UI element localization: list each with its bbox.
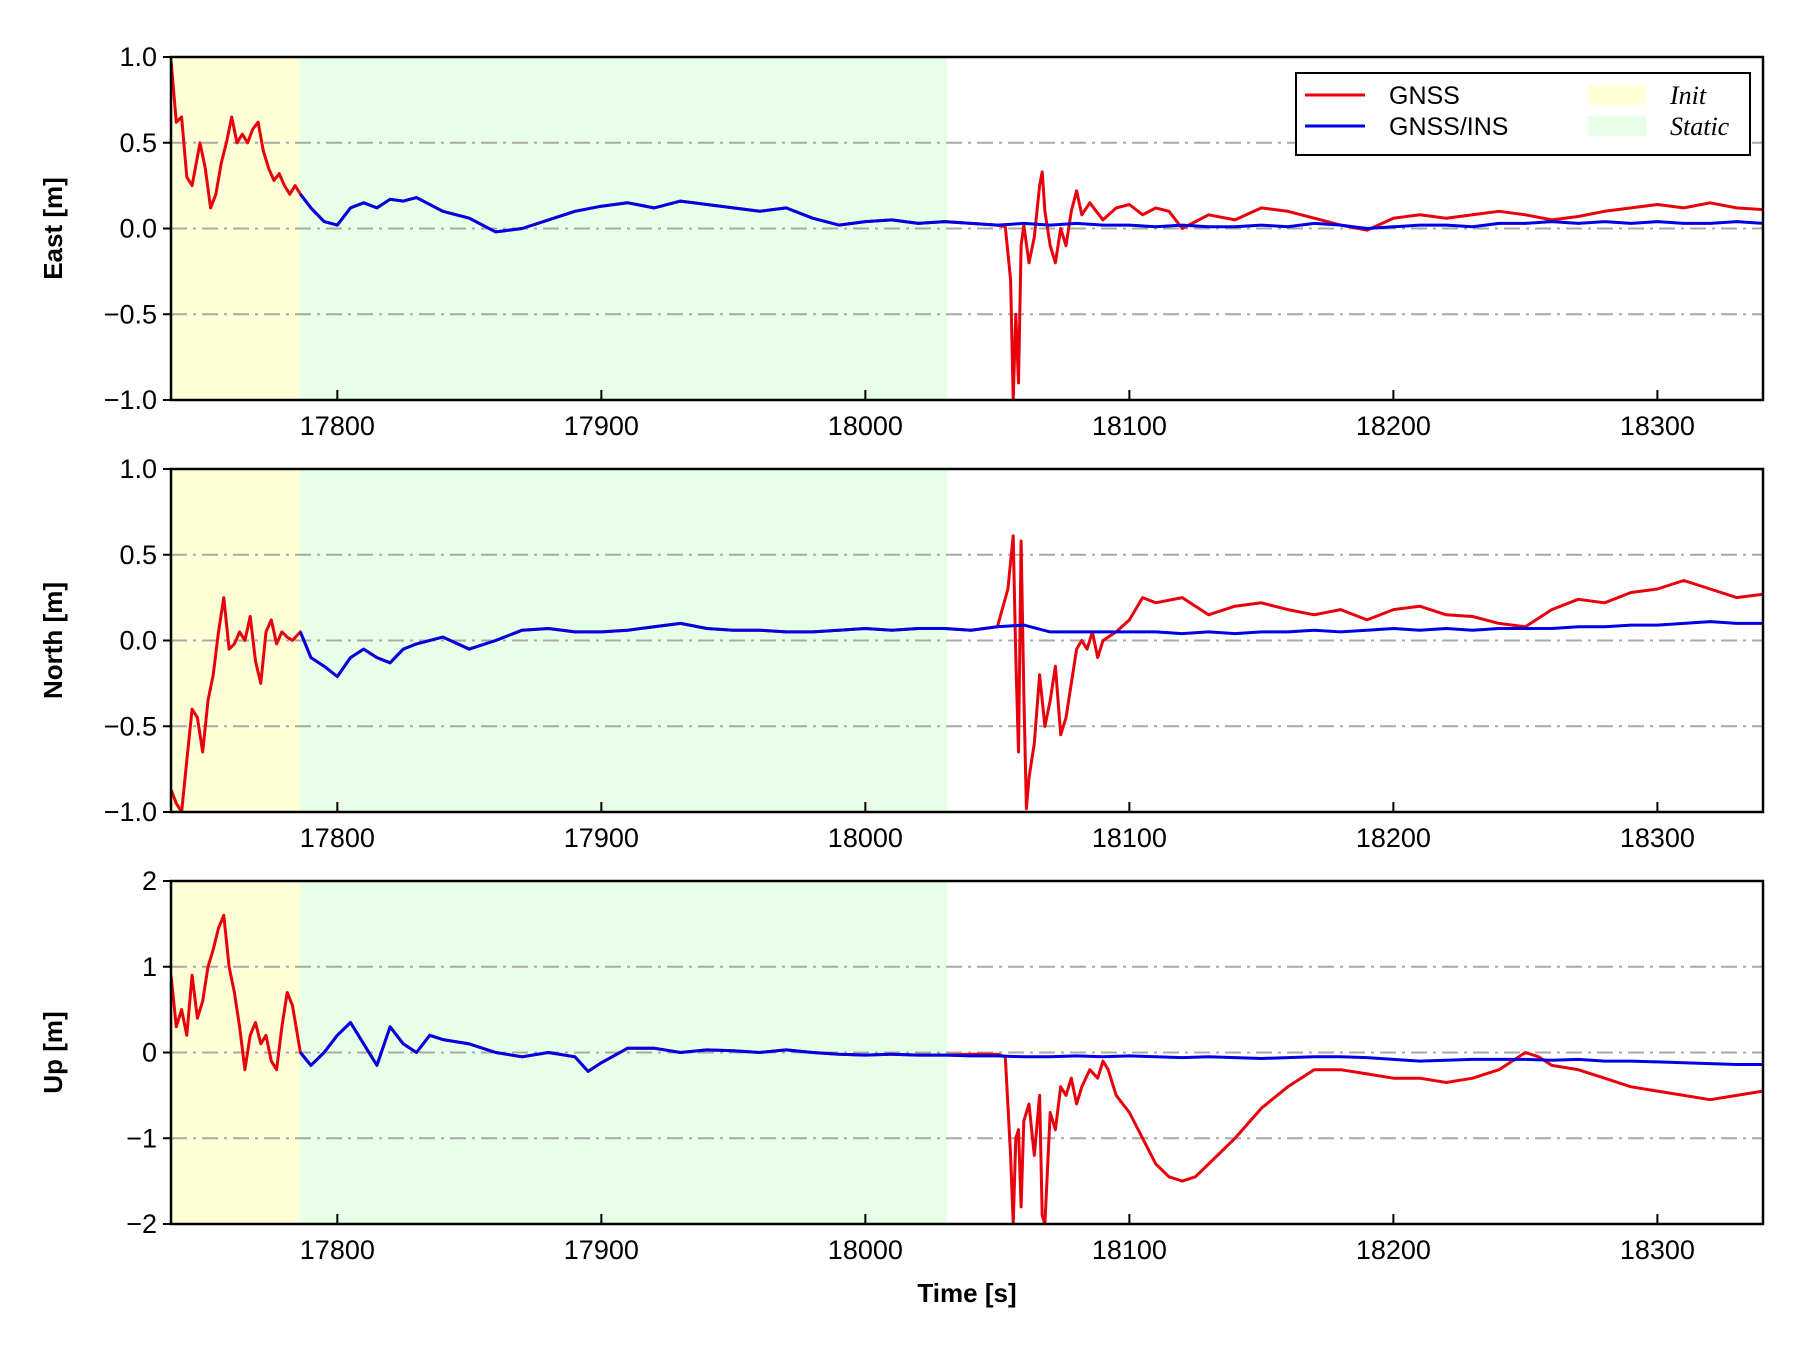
y-tick-label: 0: [142, 1038, 157, 1068]
y-tick-label: 1.0: [119, 42, 157, 72]
legend-label: Init: [1669, 81, 1707, 110]
y-tick-label: −1: [126, 1123, 157, 1153]
y-axis-label: North [m]: [38, 582, 68, 699]
series-line-gnss-ins: [299, 620, 1763, 678]
x-tick-label: 17800: [300, 823, 375, 853]
panel-1: 17800 17900 18000 18100 18200 18300 −1.0 −0.5 0.…: [38, 42, 1765, 441]
x-tick-label: 18100: [1092, 823, 1167, 853]
y-tick-label: 0.5: [119, 540, 157, 570]
x-tick-label: 18300: [1620, 823, 1695, 853]
shaded-region-static: [300, 881, 948, 1224]
legend-box: [1295, 72, 1751, 156]
shaded-region-static: [300, 469, 948, 812]
x-tick-label: 18100: [1092, 1235, 1167, 1265]
series-line-gnss-ins: [299, 1021, 1763, 1073]
x-tick-label: 18000: [828, 411, 903, 441]
x-tick-label: 18300: [1620, 411, 1695, 441]
legend-label: GNSS: [1389, 82, 1460, 110]
y-tick-label: −1.0: [104, 385, 157, 415]
y-tick-label: −0.5: [104, 711, 157, 741]
y-tick-label: 0.0: [119, 626, 157, 656]
x-tick-label: 18200: [1356, 411, 1431, 441]
series-line-gnss-ins: [299, 193, 1763, 234]
legend-swatch-patch: [1588, 85, 1646, 105]
x-tick-label: 18200: [1356, 1235, 1431, 1265]
y-tick-label: 0.5: [119, 128, 157, 158]
y-axis-label: Up [m]: [38, 1011, 68, 1093]
x-axis-label: Time [s]: [917, 1278, 1016, 1308]
legend-swatch-patch: [1588, 116, 1646, 136]
x-tick-label: 18000: [828, 1235, 903, 1265]
panel-2: 17800 17900 18000 18100 18200 18300 −1.0 −0.5 0.…: [38, 454, 1765, 853]
y-axis-label: East [m]: [38, 177, 68, 280]
x-tick-label: 18300: [1620, 1235, 1695, 1265]
y-tick-label: 1.0: [119, 454, 157, 484]
shaded-region-static: [300, 57, 948, 400]
x-tick-label: 18000: [828, 823, 903, 853]
x-tick-label: 18200: [1356, 823, 1431, 853]
x-tick-label: 17900: [564, 411, 639, 441]
x-tick-label: 17900: [564, 1235, 639, 1265]
legend-label: Static: [1670, 112, 1730, 141]
x-tick-label: 17800: [300, 411, 375, 441]
y-tick-label: −1.0: [104, 797, 157, 827]
y-tick-label: 1: [142, 952, 157, 982]
y-tick-label: −0.5: [104, 299, 157, 329]
y-tick-label: 0.0: [119, 214, 157, 244]
y-tick-label: 2: [142, 866, 157, 896]
x-tick-label: 17900: [564, 823, 639, 853]
y-tick-label: −2: [126, 1209, 157, 1239]
legend-label: GNSS/INS: [1389, 113, 1508, 141]
x-tick-label: 18100: [1092, 411, 1167, 441]
panel-3: 17800 17900 18000 18100 18200 18300 −2 −1 0 1 2 Up …: [38, 866, 1765, 1308]
x-tick-label: 17800: [300, 1235, 375, 1265]
